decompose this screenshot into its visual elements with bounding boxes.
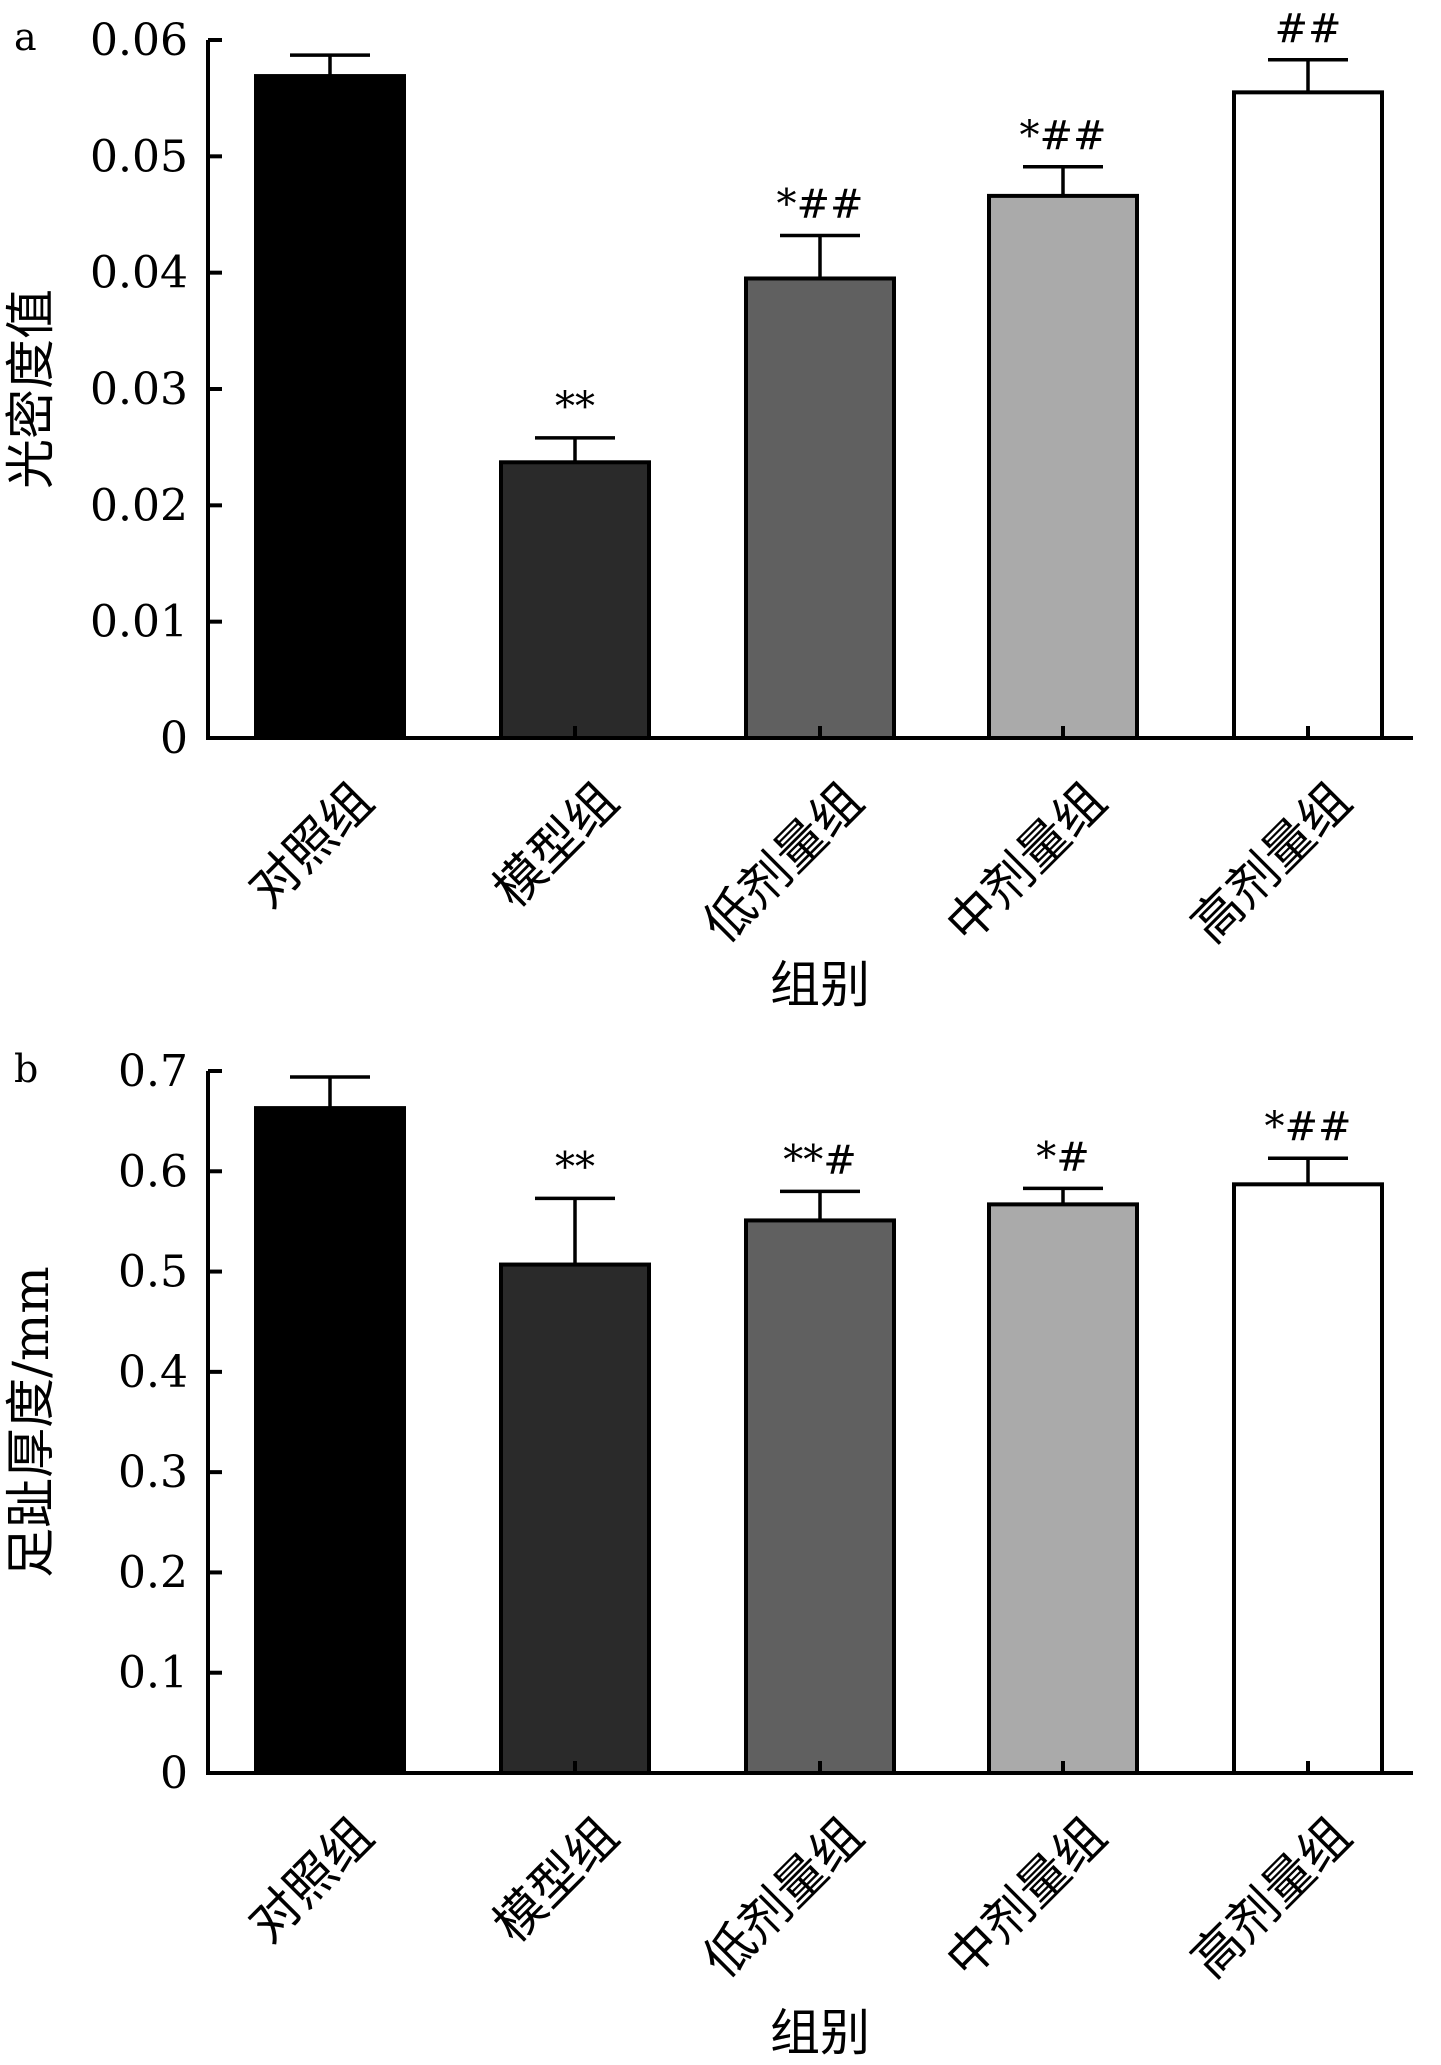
x-tick-label: 中剂量组 xyxy=(935,771,1117,953)
y-axis-title: 光密度值 xyxy=(2,289,60,489)
bar-5 xyxy=(1232,1182,1384,1775)
significance-label: *# xyxy=(1036,1134,1090,1180)
x-tick-label: 模型组 xyxy=(482,1806,629,1953)
bar-1 xyxy=(254,74,406,740)
significance-label: *## xyxy=(1019,113,1106,159)
x-tick-label: 高剂量组 xyxy=(1180,771,1362,953)
bar-4 xyxy=(987,193,1139,741)
y-tick-label: 0.6 xyxy=(118,1146,188,1197)
significance-label: ** xyxy=(555,1144,595,1190)
significance-label: **# xyxy=(783,1137,857,1183)
x-tick-label: 对照组 xyxy=(237,1806,384,1953)
x-tick-label: 对照组 xyxy=(237,771,384,918)
y-tick-label: 0.5 xyxy=(118,1247,188,1298)
significance-label: *## xyxy=(776,181,863,227)
significance-label: *## xyxy=(1264,1104,1351,1150)
bar-4 xyxy=(987,1202,1139,1775)
chart-panel-b: b 0 0.1 0.2 0.3 0.4 0.5 0.6 0.7 对照组 ** 模型组 **# 低剂量组 *#… xyxy=(2,1046,1413,2062)
y-tick-label: 0.2 xyxy=(118,1547,188,1598)
panel-letter: a xyxy=(14,15,37,59)
y-tick-label: 0.04 xyxy=(90,248,188,299)
bar-5 xyxy=(1232,90,1384,741)
y-tick-label: 0 xyxy=(160,1748,188,1799)
y-tick-label: 0.06 xyxy=(90,15,188,66)
y-tick-label: 0.3 xyxy=(118,1447,188,1498)
chart-panel-a: a 0 0.01 0.02 0.03 0.04 0.05 0.06 对照组 ** 模型组 *## 低剂量… xyxy=(2,6,1413,1014)
x-axis-title: 组别 xyxy=(770,2004,870,2062)
x-axis-title: 组别 xyxy=(770,956,870,1014)
x-tick-label: 中剂量组 xyxy=(935,1806,1117,1988)
x-tick-label: 模型组 xyxy=(482,771,629,918)
y-tick-label: 0 xyxy=(160,713,188,764)
x-tick-label: 高剂量组 xyxy=(1180,1806,1362,1988)
significance-label: ## xyxy=(1274,6,1341,52)
panel-letter: b xyxy=(14,1047,38,1091)
y-tick-label: 0.7 xyxy=(118,1046,188,1097)
y-tick-label: 0.01 xyxy=(90,597,188,648)
bar-2 xyxy=(499,1262,651,1775)
y-tick-label: 0.05 xyxy=(90,131,188,182)
y-tick-label: 0.03 xyxy=(90,364,188,415)
y-tick-label: 0.4 xyxy=(118,1347,188,1398)
bar-2 xyxy=(499,460,651,740)
y-tick-label: 0.1 xyxy=(118,1648,188,1699)
y-axis-title: 足趾厚度/mm xyxy=(2,1266,60,1578)
bar-1 xyxy=(254,1106,406,1775)
bar-3 xyxy=(744,1218,896,1775)
significance-label: ** xyxy=(555,384,595,430)
bar-3 xyxy=(744,276,896,740)
x-tick-label: 低剂量组 xyxy=(692,771,874,953)
x-tick-label: 低剂量组 xyxy=(692,1806,874,1988)
y-tick-label: 0.02 xyxy=(90,480,188,531)
